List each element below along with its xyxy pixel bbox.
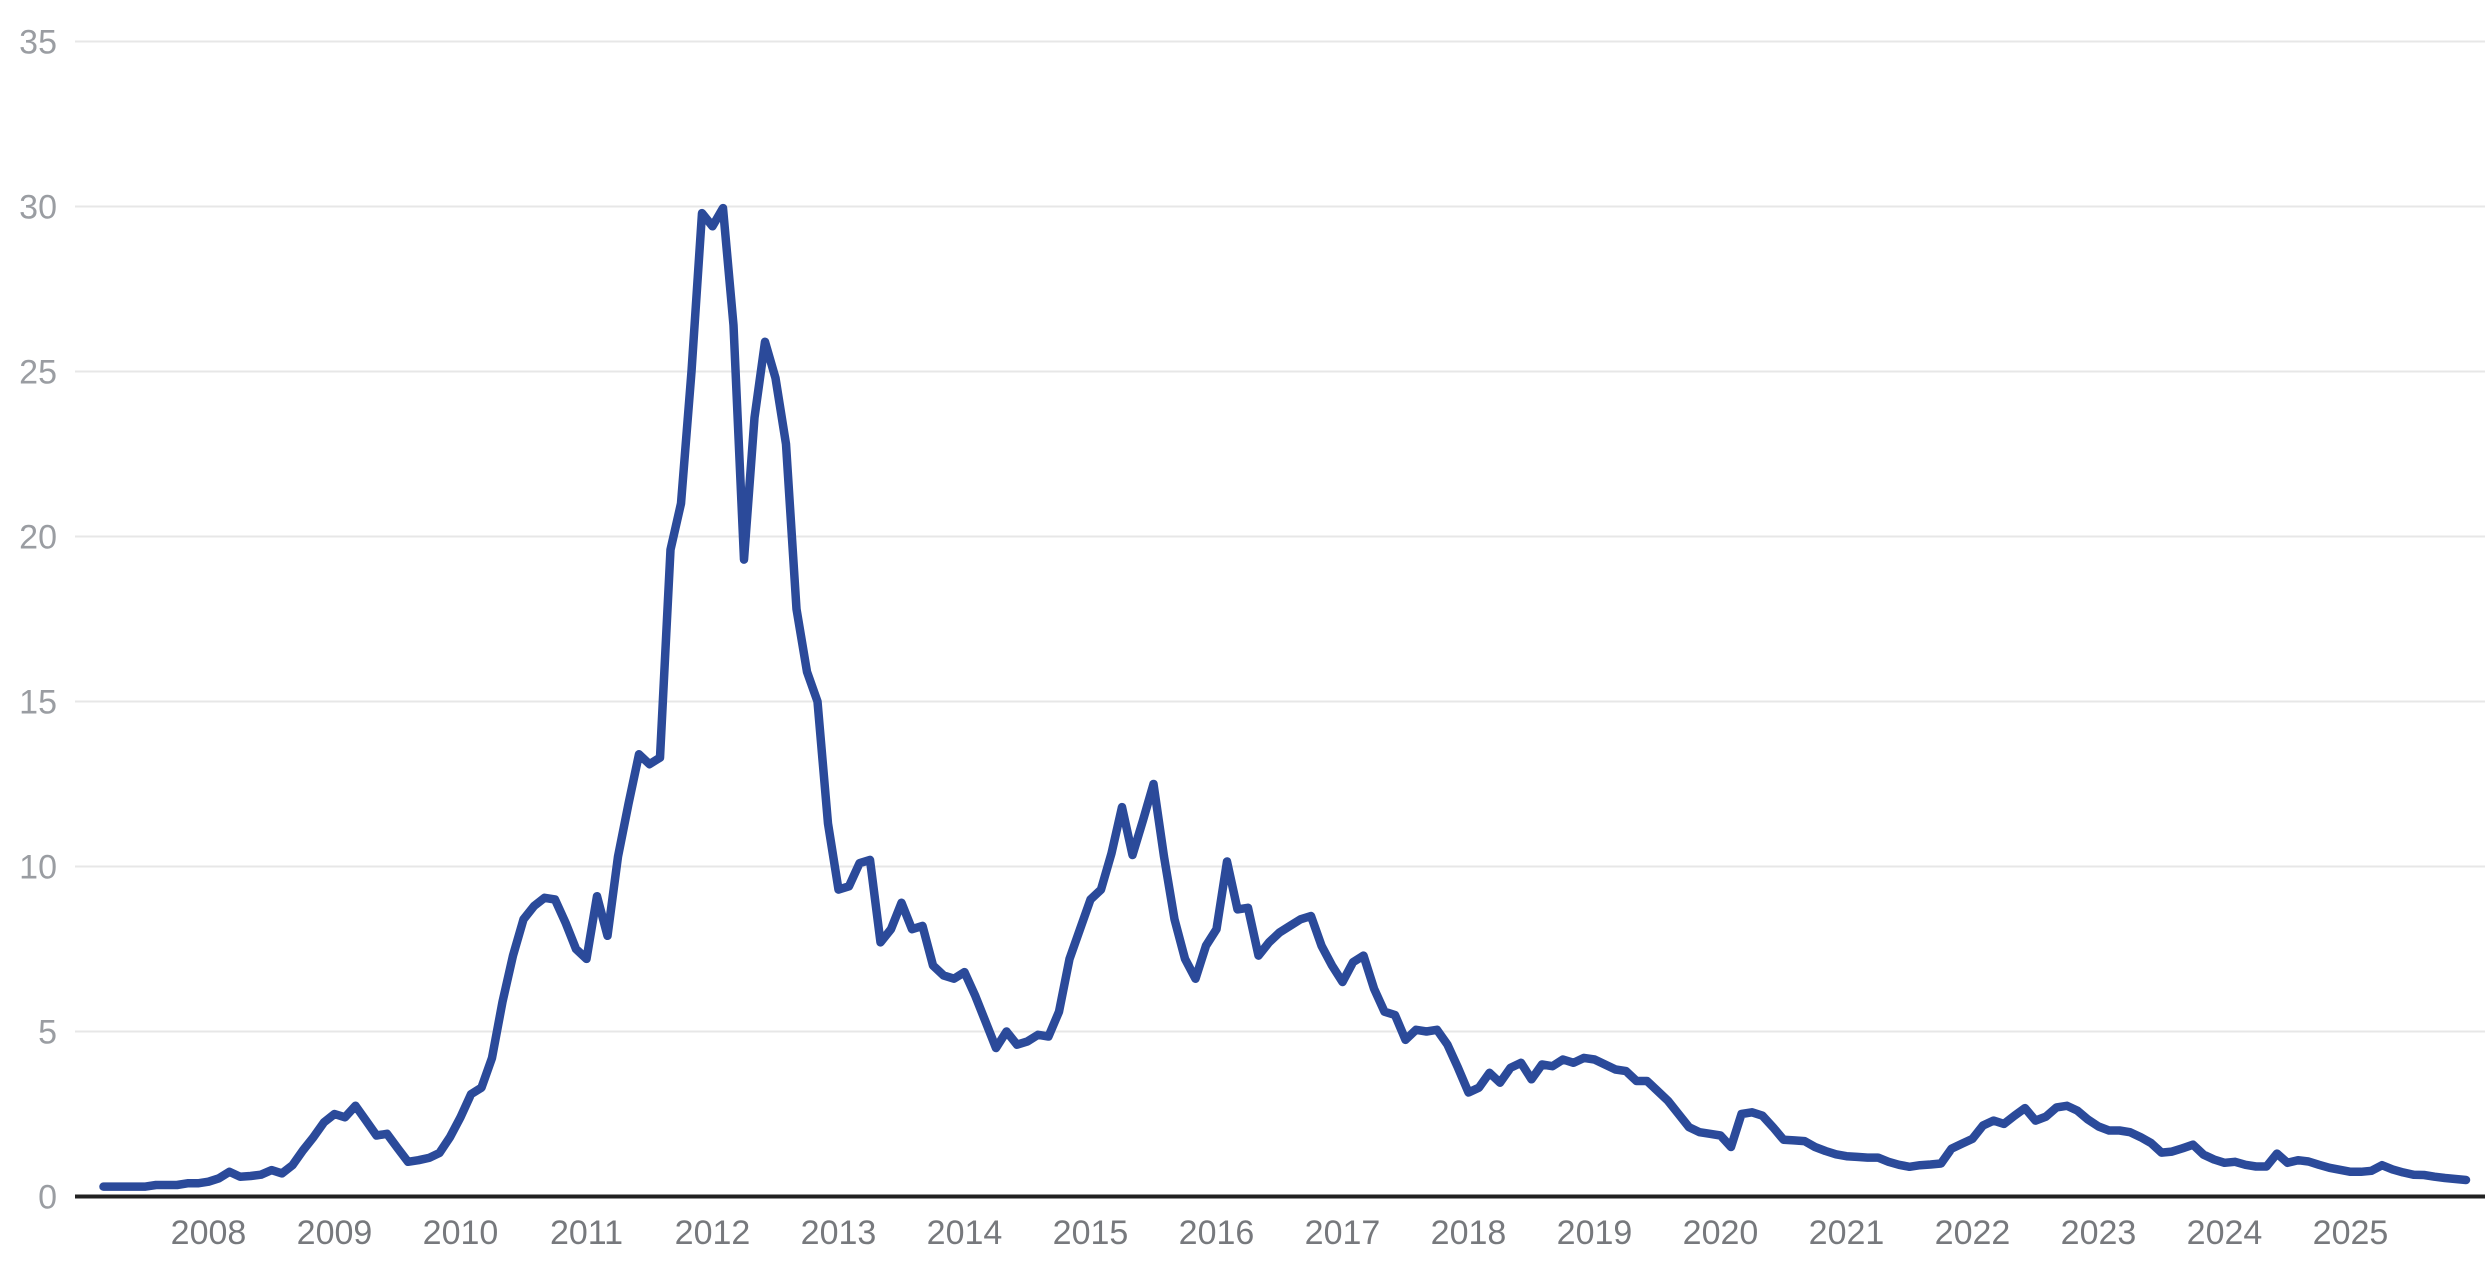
y-tick-label: 5 xyxy=(38,1014,57,1052)
y-tick-label: 10 xyxy=(19,849,57,887)
x-tick-label: 2018 xyxy=(1431,1214,1507,1252)
y-tick-label: 35 xyxy=(19,24,57,62)
y-tick-label: 30 xyxy=(19,189,57,227)
x-tick-label: 2025 xyxy=(2313,1214,2389,1252)
x-tick-label: 2011 xyxy=(550,1214,623,1252)
x-tick-label: 2023 xyxy=(2061,1214,2137,1252)
x-tick-label: 2022 xyxy=(1935,1214,2011,1252)
gridlines xyxy=(75,40,2485,1199)
series xyxy=(99,203,2471,1191)
x-tick-label: 2019 xyxy=(1557,1214,1633,1252)
y-axis-labels: 0 5 10 15 20 25 30 35 xyxy=(19,24,57,1217)
y-tick-label: 25 xyxy=(19,354,57,392)
x-tick-label: 2013 xyxy=(801,1214,877,1252)
y-tick-label: 0 xyxy=(38,1179,57,1217)
x-axis-labels: 2008 2009 2010 2011 2012 2013 2014 2015 2016 2017… xyxy=(171,1214,2389,1252)
x-tick-label: 2014 xyxy=(927,1214,1003,1252)
x-tick-label: 2010 xyxy=(423,1214,499,1252)
trend-line[interactable] xyxy=(99,203,2471,1191)
x-tick-label: 2024 xyxy=(2187,1214,2263,1252)
x-tick-label: 2008 xyxy=(171,1214,247,1252)
y-tick-label: 20 xyxy=(19,519,57,557)
x-tick-label: 2020 xyxy=(1683,1214,1759,1252)
x-tick-label: 2017 xyxy=(1305,1214,1381,1252)
x-tick-label: 2016 xyxy=(1179,1214,1255,1252)
x-tick-label: 2009 xyxy=(297,1214,373,1252)
x-tick-label: 2021 xyxy=(1809,1214,1885,1252)
x-tick-label: 2012 xyxy=(675,1214,751,1252)
x-tick-label: 2015 xyxy=(1053,1214,1129,1252)
y-tick-label: 15 xyxy=(19,684,57,722)
